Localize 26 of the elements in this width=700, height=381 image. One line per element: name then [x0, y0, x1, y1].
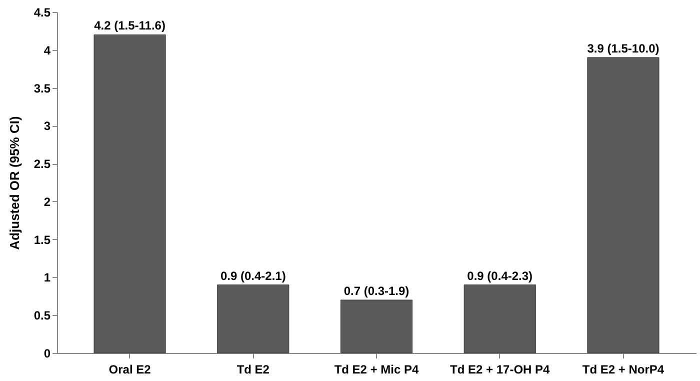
data-label: 0.9 (0.4-2.3) [467, 268, 533, 283]
y-axis-title: Adjusted OR (95% CI) [6, 116, 22, 250]
y-tick-label: 2 [44, 194, 51, 209]
data-label: 4.2 (1.5-11.6) [94, 18, 166, 33]
y-tick-label: 1.5 [34, 232, 51, 247]
y-tick-label: 4.5 [34, 6, 51, 20]
x-tick-label: Oral E2 [108, 362, 152, 376]
y-tick-label: 3.5 [34, 81, 51, 96]
x-tick-label: Td E2 + NorP4 [582, 362, 664, 376]
data-label: 0.7 (0.3-1.9) [344, 284, 410, 298]
y-tick-label: 3 [44, 119, 51, 134]
y-tick-label: 2.5 [34, 157, 51, 172]
bar [94, 34, 166, 354]
bar [340, 300, 413, 354]
x-tick-label: Td E2 + 17-OH P4 [450, 362, 550, 376]
y-tick-label: 0.5 [34, 308, 51, 323]
data-label: 3.9 (1.5-10.0) [587, 41, 660, 56]
bar [464, 284, 536, 354]
x-tick-label: Td E2 + Mic P4 [334, 362, 419, 376]
y-tick-label: 0 [44, 346, 51, 360]
x-tick-label: Td E2 [236, 362, 270, 376]
bar [217, 284, 290, 354]
bar [587, 57, 660, 354]
y-tick-label: 1 [44, 270, 51, 285]
data-label: 0.9 (0.4-2.1) [220, 268, 286, 283]
y-tick-label: 4 [44, 43, 51, 58]
